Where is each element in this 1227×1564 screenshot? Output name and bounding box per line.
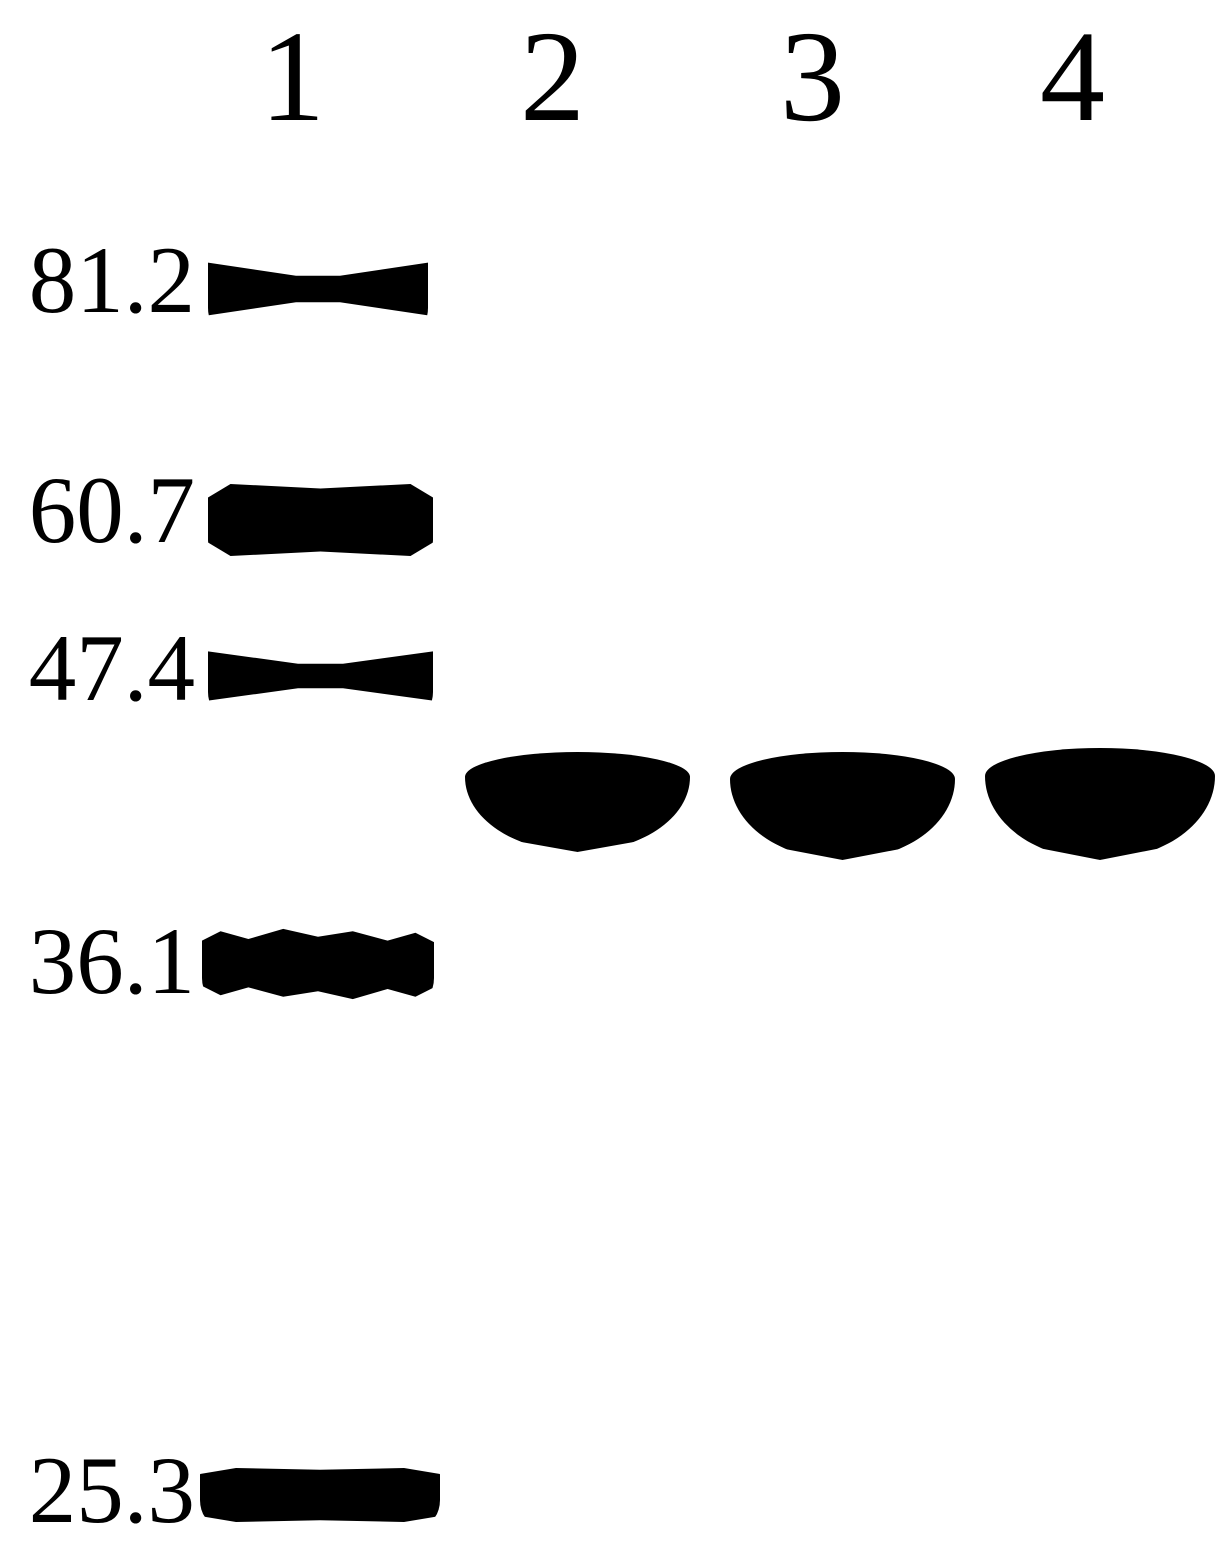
ladder-band-36-1	[202, 925, 434, 1003]
lane-header-1: 1	[260, 2, 325, 152]
sample-band-lane-2	[465, 752, 690, 852]
ladder-band-60-7	[208, 475, 433, 565]
lane-header-3: 3	[780, 2, 845, 152]
mw-label-60-7: 60.7	[0, 455, 195, 565]
lane-header-4: 4	[1040, 2, 1105, 152]
mw-label-36-1: 36.1	[0, 906, 195, 1016]
lane-header-2: 2	[520, 2, 585, 152]
mw-label-81-2: 81.2	[0, 225, 195, 335]
ladder-band-47-4	[208, 635, 433, 717]
mw-label-25-3: 25.3	[0, 1435, 195, 1545]
ladder-band-25-3	[200, 1465, 440, 1525]
mw-label-47-4: 47.4	[0, 613, 195, 723]
ladder-band-81-2	[208, 245, 428, 333]
sample-band-lane-3	[730, 752, 955, 860]
sample-band-lane-4	[985, 748, 1215, 860]
